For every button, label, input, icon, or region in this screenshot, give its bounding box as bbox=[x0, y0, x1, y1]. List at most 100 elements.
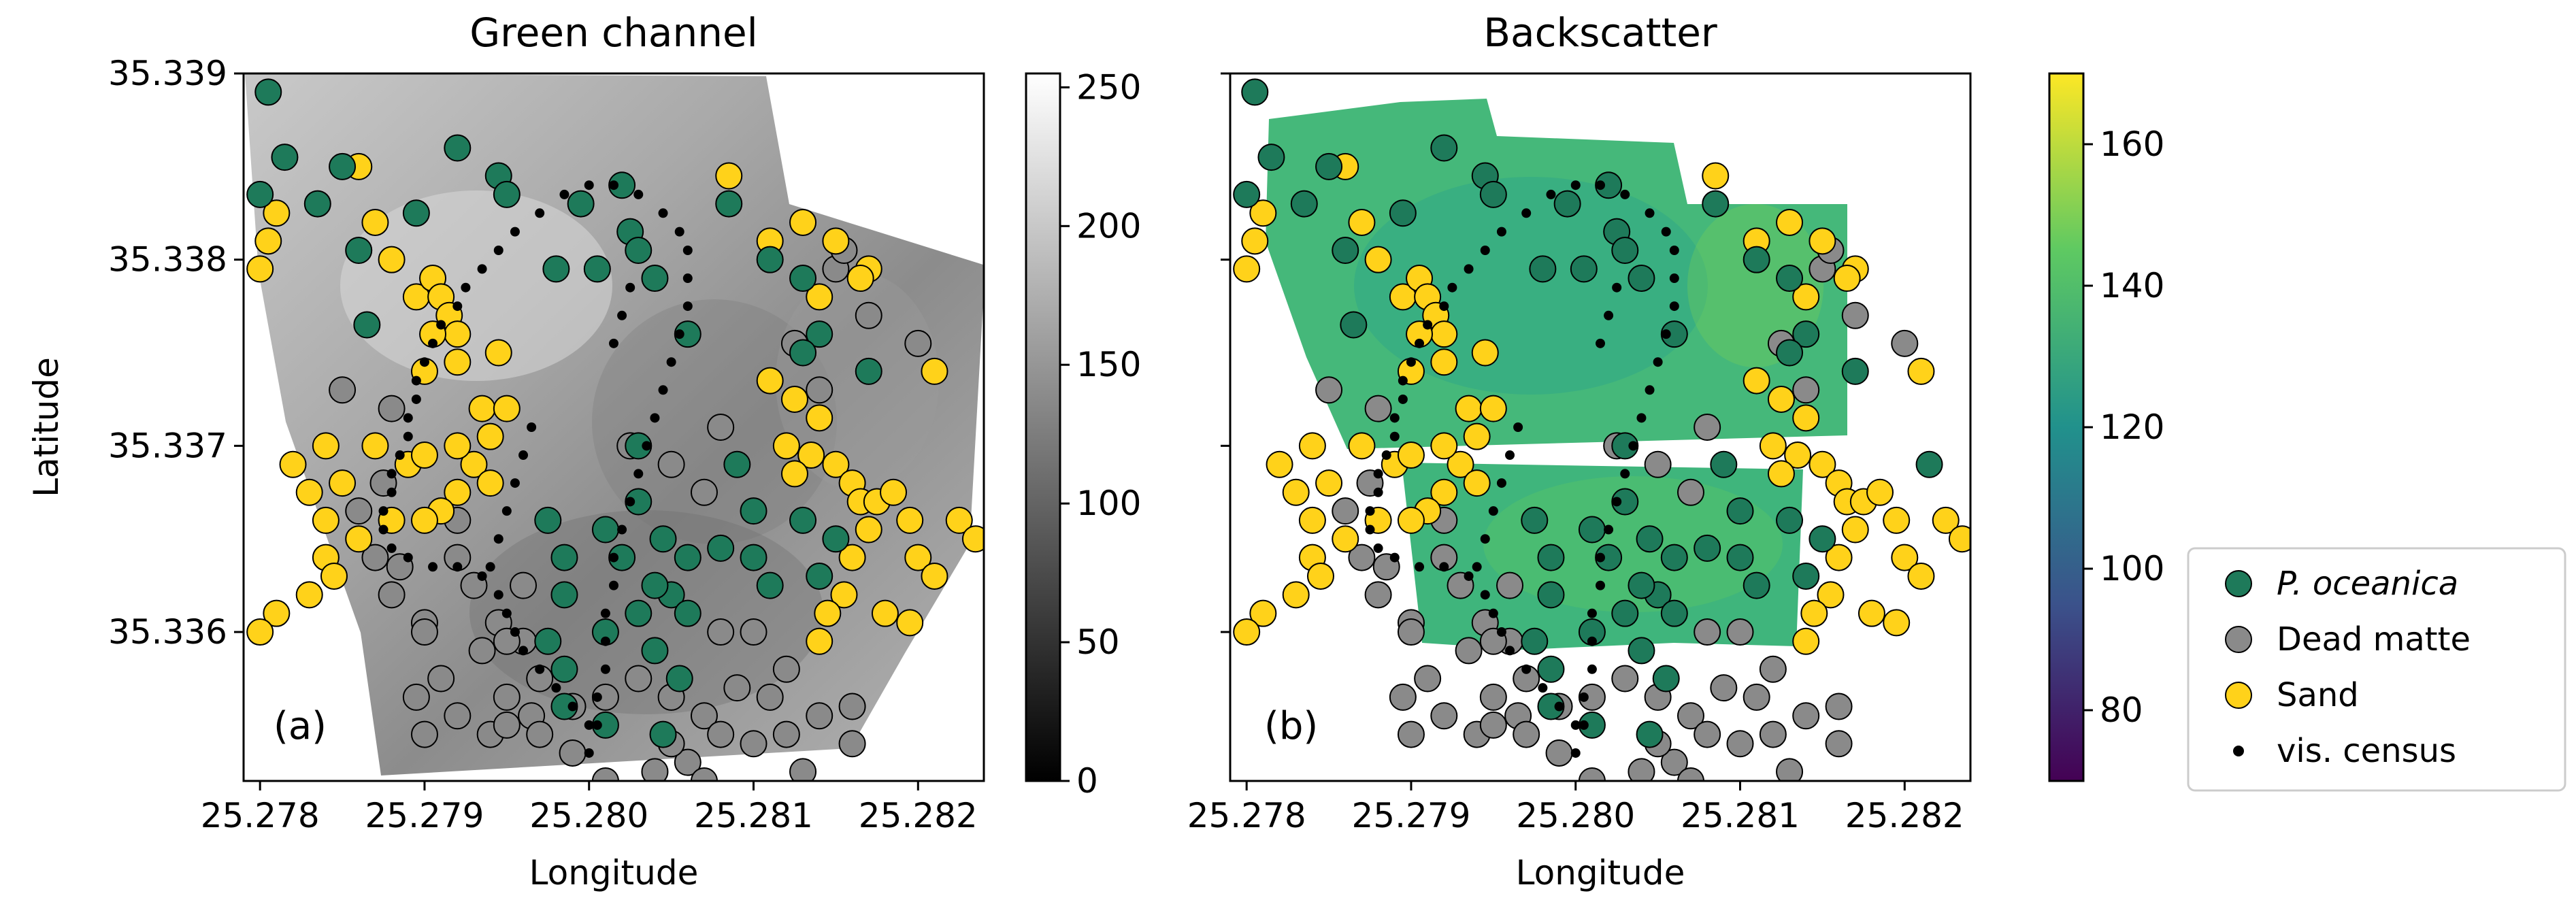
dead-matte-point bbox=[1825, 693, 1853, 720]
p-oceanica-point bbox=[855, 357, 882, 385]
sand-point bbox=[896, 609, 924, 637]
census-point bbox=[527, 422, 537, 432]
dead-matte-point bbox=[707, 720, 735, 748]
p-oceanica-point bbox=[1726, 544, 1754, 571]
sand-point bbox=[279, 450, 307, 478]
y-tick-label: 35.339 bbox=[108, 54, 227, 93]
p-oceanica-point bbox=[1792, 562, 1820, 590]
census-point bbox=[510, 627, 520, 637]
panel-b-axes: 25.278 25.279 25.280 25.281 25.282 bbox=[1187, 72, 1964, 835]
dead-matte-point bbox=[1677, 702, 1704, 730]
census-point bbox=[682, 273, 693, 284]
dead-matte-point bbox=[410, 618, 438, 646]
census-point bbox=[1587, 608, 1597, 618]
dead-matte-point bbox=[361, 544, 389, 571]
dead-matte-point bbox=[329, 376, 357, 404]
dead-matte-legend-marker bbox=[2225, 626, 2252, 653]
x-tick-label: 25.279 bbox=[1351, 796, 1470, 835]
sand-point bbox=[830, 581, 858, 609]
p-oceanica-point bbox=[1710, 450, 1738, 478]
p-oceanica-point bbox=[271, 144, 299, 171]
census-point bbox=[625, 497, 635, 507]
sand-point bbox=[1792, 283, 1820, 311]
colorbar-tick-label: 150 bbox=[1076, 345, 1141, 384]
dead-matte-point bbox=[378, 395, 406, 422]
p-oceanica-point bbox=[1389, 199, 1417, 227]
census-point bbox=[1596, 580, 1605, 590]
dead-matte-point bbox=[1743, 683, 1770, 711]
sand-point bbox=[1833, 265, 1861, 293]
census-point bbox=[1480, 590, 1490, 600]
y-tick-label: 35.338 bbox=[108, 240, 227, 280]
p-oceanica-point bbox=[329, 152, 357, 180]
sand-point bbox=[263, 199, 291, 227]
census-point bbox=[1365, 506, 1375, 516]
census-point bbox=[650, 413, 660, 423]
dead-matte-point bbox=[1496, 571, 1524, 599]
p-oceanica-point bbox=[1743, 246, 1770, 273]
sand-point bbox=[1298, 506, 1326, 534]
census-point bbox=[1669, 273, 1679, 284]
p-oceanica-point bbox=[1578, 516, 1606, 544]
census-point bbox=[436, 320, 446, 330]
sand-point bbox=[1857, 599, 1885, 627]
p-oceanica-point bbox=[550, 581, 578, 609]
sand-point bbox=[921, 562, 948, 590]
census-point bbox=[461, 282, 471, 293]
dead-matte-point bbox=[1759, 720, 1787, 748]
census-point bbox=[411, 394, 421, 404]
dead-matte-point bbox=[559, 739, 587, 767]
dead-matte-point bbox=[402, 683, 430, 711]
sand-point bbox=[880, 478, 908, 506]
sand-point bbox=[476, 422, 504, 450]
census-point bbox=[1661, 329, 1671, 339]
census-point bbox=[1464, 264, 1474, 274]
census-point bbox=[666, 357, 676, 367]
colorbar-tick-label: 80 bbox=[2100, 690, 2143, 730]
sand-point bbox=[1809, 227, 1836, 255]
dead-matte-point bbox=[1776, 758, 1804, 781]
panel-a-ylabel: Latitude bbox=[27, 357, 66, 497]
census-point bbox=[1406, 357, 1416, 367]
sand-point bbox=[756, 367, 784, 395]
p-oceanica-point bbox=[625, 599, 653, 627]
p-oceanica-point bbox=[550, 655, 578, 683]
census-point bbox=[452, 562, 463, 572]
census-point bbox=[1513, 422, 1523, 432]
census-point bbox=[1365, 524, 1375, 535]
colorbar-tick-label: 200 bbox=[1076, 206, 1141, 246]
dead-matte-point bbox=[1660, 748, 1688, 776]
dead-matte-point bbox=[410, 720, 438, 748]
census-point bbox=[1439, 562, 1449, 572]
p-oceanica-point bbox=[1776, 339, 1804, 367]
dead-matte-point bbox=[1644, 450, 1672, 478]
p-oceanica-point bbox=[740, 497, 767, 525]
census-point bbox=[1653, 357, 1663, 367]
dead-matte-point bbox=[1677, 478, 1704, 506]
census-point bbox=[1398, 394, 1408, 404]
sand-point bbox=[312, 432, 340, 460]
census-point bbox=[1570, 720, 1581, 730]
sand-point bbox=[1932, 506, 1960, 534]
dead-matte-point bbox=[591, 767, 619, 781]
p-oceanica-point bbox=[1257, 144, 1285, 171]
sand-point bbox=[806, 627, 833, 655]
dead-matte-point bbox=[1364, 581, 1392, 609]
census-point bbox=[1505, 646, 1515, 656]
p-oceanica-point bbox=[1537, 544, 1565, 571]
dead-matte-point bbox=[444, 702, 472, 730]
p-oceanica-point bbox=[1479, 180, 1507, 208]
dead-matte-point bbox=[625, 665, 653, 693]
x-tick-label: 25.281 bbox=[1681, 796, 1800, 835]
sand-point bbox=[312, 506, 340, 534]
dead-matte-point bbox=[1694, 720, 1721, 748]
colorbar-tick-label: 160 bbox=[2100, 124, 2164, 164]
sand-point bbox=[1948, 525, 1970, 553]
census-point bbox=[609, 552, 618, 563]
dead-matte-point bbox=[641, 758, 669, 781]
census-point bbox=[658, 208, 668, 218]
p-oceanica-point bbox=[1611, 237, 1639, 264]
sand-point bbox=[1825, 544, 1853, 571]
sand-point bbox=[838, 544, 866, 571]
